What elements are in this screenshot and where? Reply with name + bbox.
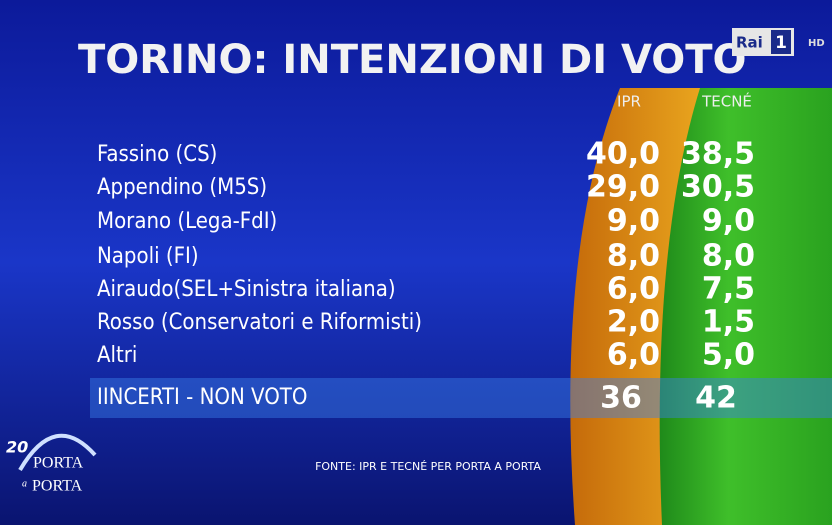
- show-name: PORTA: [32, 478, 83, 495]
- tecne-value: 5,0: [702, 338, 755, 373]
- ipr-value: 6,0: [607, 338, 660, 373]
- ipr-value: 8,0: [607, 239, 660, 274]
- ipr-value: 6,0: [607, 272, 660, 307]
- candidate: Appendino (M5S): [97, 175, 267, 200]
- hd-badge: HD: [808, 38, 825, 49]
- column-header: TECNÉ: [701, 92, 752, 111]
- show-name: PORTA: [33, 455, 84, 472]
- ipr-value: 40,0: [586, 137, 660, 172]
- tecne-value: 1,5: [702, 305, 755, 340]
- undecided-label: IINCERTI - NON VOTO: [97, 385, 307, 410]
- undecided-ipr: 36: [600, 381, 642, 416]
- logo: Rai: [736, 34, 763, 52]
- undecided-tecne: 42: [695, 381, 737, 416]
- candidate: Napoli (FI): [97, 244, 199, 269]
- show-arc: [18, 433, 97, 472]
- undecided-band: [90, 378, 832, 418]
- tecne-band: [659, 88, 832, 525]
- channel-box: [771, 30, 791, 54]
- poll-table: IPR TECNÉ Fassino (CS) 40,0 38,5 Appendino (M…: [97, 92, 755, 416]
- title: TORINO: INTENZIONI DI VOTO: [78, 37, 747, 83]
- candidate: Fassino (CS): [97, 142, 217, 167]
- show-anniversary: 20: [6, 438, 28, 457]
- ipr-value: 29,0: [586, 170, 660, 205]
- ipr-value: 2,0: [607, 305, 660, 340]
- ipr-value: 9,0: [607, 204, 660, 239]
- candidate: Airaudo(SEL+Sinistra italiana): [97, 277, 396, 302]
- tecne-value: 38,5: [681, 137, 755, 172]
- tecne-value: 8,0: [702, 239, 755, 274]
- column-header: IPR: [617, 93, 641, 111]
- channel: 1: [775, 33, 787, 53]
- tecne-value: 30,5: [681, 170, 755, 205]
- show-name: a: [22, 478, 27, 489]
- tecne-value: 7,5: [702, 272, 755, 307]
- source: FONTE: IPR E TECNÉ PER PORTA A PORTA: [315, 460, 541, 473]
- tecne-value: 9,0: [702, 204, 755, 239]
- candidate: Morano (Lega-FdI): [97, 209, 277, 234]
- candidate: Rosso (Conservatori e Riformisti): [97, 310, 422, 335]
- candidate: Altri: [97, 343, 137, 368]
